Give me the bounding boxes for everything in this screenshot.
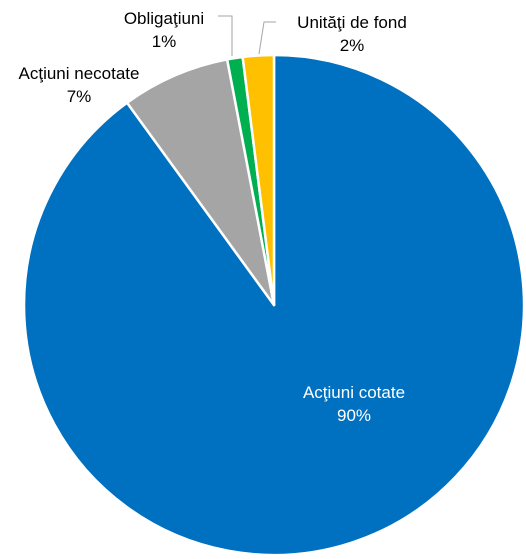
label-unitati-de-fond: Unităţi de fond bbox=[297, 13, 407, 32]
leader-lines bbox=[218, 15, 276, 56]
value-actiuni-cotate: 90% bbox=[337, 406, 371, 425]
value-obligatiuni: 1% bbox=[152, 32, 177, 51]
leader-unitati-de-fond bbox=[258, 21, 276, 55]
leader-obligatiuni bbox=[218, 15, 233, 56]
label-actiuni-necotate: Acţiuni necotate bbox=[19, 64, 140, 83]
slice-ac-iuni-necotate bbox=[125, 58, 276, 307]
value-unitati-de-fond: 2% bbox=[340, 36, 365, 55]
label-obligatiuni: Obligaţiuni bbox=[124, 9, 204, 28]
value-actiuni-necotate: 7% bbox=[67, 87, 92, 106]
slice-unit-i-de-fond bbox=[241, 53, 276, 307]
pie-slices bbox=[22, 53, 526, 557]
label-actiuni-cotate: Acţiuni cotate bbox=[303, 383, 405, 402]
